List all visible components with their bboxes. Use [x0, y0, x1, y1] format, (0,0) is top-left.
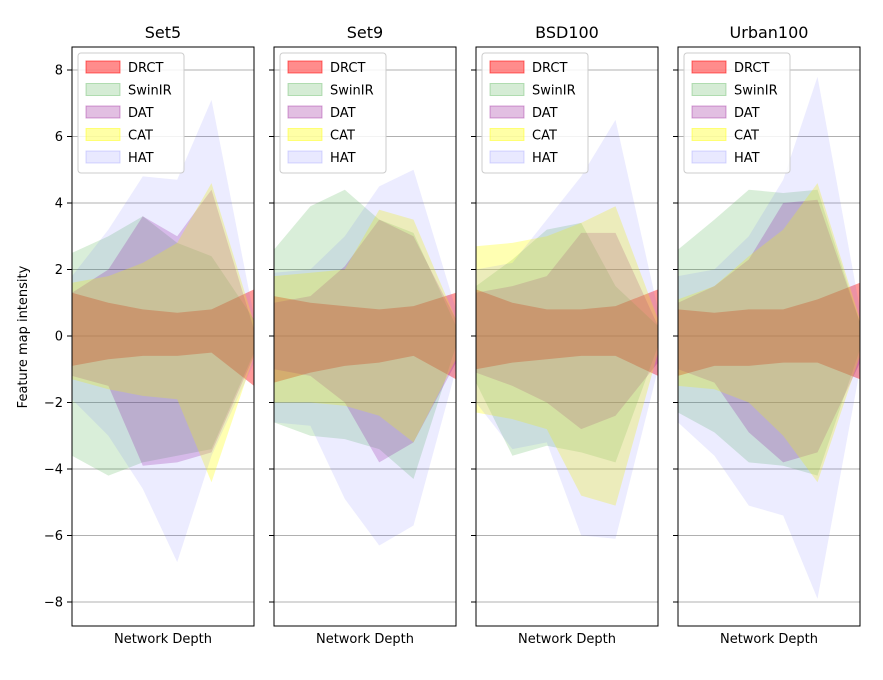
legend-swatch-drct — [287, 60, 323, 74]
legend-swatch-hat — [489, 150, 525, 164]
y-tick-label: 0 — [55, 330, 63, 345]
legend-swatch-hat — [85, 150, 121, 164]
legend-box — [481, 52, 589, 174]
legend-box — [279, 52, 387, 174]
band-drct — [476, 289, 658, 376]
band-hat — [476, 119, 658, 539]
band-cat — [274, 209, 456, 443]
band-cat — [72, 183, 254, 483]
legend-label-drct: DRCT — [128, 61, 163, 76]
legend-label-dat: DAT — [128, 106, 154, 121]
legend-label-hat: HAT — [128, 151, 154, 166]
band-hat — [72, 99, 254, 563]
legend-label-cat: CAT — [734, 129, 759, 144]
legend-swatch-swinir — [85, 83, 121, 96]
legend-label-hat: HAT — [734, 151, 760, 166]
band-dat — [72, 189, 254, 466]
legend-swatch-swinir — [287, 83, 323, 96]
band-dat — [274, 219, 456, 463]
legend-label-swinir: SwinIR — [330, 84, 374, 99]
panel-set9: Set9 Network Depth DRCT SwinIR DAT CAT HAT — [269, 23, 457, 647]
legend-label-cat: CAT — [532, 129, 557, 144]
legend-swatch-drct — [691, 60, 727, 74]
legend: DRCT SwinIR DAT CAT HAT — [279, 52, 387, 174]
legend-label-dat: DAT — [532, 106, 558, 121]
band-drct — [72, 289, 254, 386]
legend-label-swinir: SwinIR — [734, 84, 778, 99]
legend-swatch-swinir — [691, 83, 727, 96]
panel-set5: −8 −6 −4 −2 0 2 4 6 8 Set5 Network Depth DRCT SwinIR… — [44, 23, 255, 647]
y-tick-label: −6 — [44, 529, 63, 544]
legend-swatch-cat — [489, 128, 525, 141]
y-tick-label: 2 — [55, 263, 63, 278]
legend-swatch-cat — [85, 128, 121, 141]
panel-title: Urban100 — [730, 23, 809, 42]
band-swinir — [274, 189, 456, 479]
legend-label-cat: CAT — [330, 129, 355, 144]
panels: −8 −6 −4 −2 0 2 4 6 8 Set5 Network Depth DRCT SwinIR… — [44, 23, 861, 647]
band-swinir — [678, 189, 860, 476]
legend-swatch-swinir — [489, 83, 525, 96]
y-tick-label: −2 — [44, 396, 63, 411]
legend-swatch-dat — [691, 105, 727, 119]
legend-label-drct: DRCT — [532, 61, 567, 76]
y-axis-label: Feature map intensity — [16, 265, 31, 408]
panel-title: Set9 — [347, 23, 383, 42]
legend: DRCT SwinIR DAT CAT HAT — [481, 52, 589, 174]
legend-swatch-hat — [287, 150, 323, 164]
legend-label-dat: DAT — [330, 106, 356, 121]
legend-label-drct: DRCT — [734, 61, 769, 76]
legend-swatch-cat — [287, 128, 323, 141]
panel-bsd100: BSD100 Network Depth DRCT SwinIR DAT CAT HAT — [471, 23, 659, 647]
y-tick-label: −4 — [44, 463, 63, 478]
band-cat — [476, 206, 658, 506]
legend: DRCT SwinIR DAT CAT HAT — [77, 52, 185, 174]
panel-title: BSD100 — [535, 23, 599, 42]
legend-swatch-dat — [489, 105, 525, 119]
x-axis-label: Network Depth — [720, 632, 818, 647]
band-hat — [274, 169, 456, 546]
legend-label-drct: DRCT — [330, 61, 365, 76]
legend: DRCT SwinIR DAT CAT HAT — [683, 52, 791, 174]
y-tick-label: −8 — [44, 596, 63, 611]
legend-swatch-drct — [489, 60, 525, 74]
y-tick-label: 6 — [55, 130, 63, 145]
panel-title: Set5 — [145, 23, 181, 42]
legend-label-dat: DAT — [734, 106, 760, 121]
band-swinir — [476, 222, 658, 463]
legend-swatch-hat — [691, 150, 727, 164]
band-drct — [274, 292, 456, 383]
legend-label-cat: CAT — [128, 129, 153, 144]
legend-swatch-dat — [85, 105, 121, 119]
legend-swatch-cat — [691, 128, 727, 141]
legend-label-swinir: SwinIR — [532, 84, 576, 99]
band-drct — [678, 282, 860, 380]
band-dat — [476, 232, 658, 430]
band-cat — [678, 183, 860, 483]
legend-label-swinir: SwinIR — [128, 84, 172, 99]
legend-swatch-drct — [85, 60, 121, 74]
y-tick-label: 4 — [55, 197, 63, 212]
band-swinir — [72, 216, 254, 476]
legend-label-hat: HAT — [532, 151, 558, 166]
panel-urban100: Urban100 Network Depth DRCT SwinIR DAT CAT HAT — [673, 23, 861, 647]
x-axis-label: Network Depth — [114, 632, 212, 647]
y-tick-label: 8 — [55, 64, 63, 79]
x-axis-label: Network Depth — [316, 632, 414, 647]
legend-swatch-dat — [287, 105, 323, 119]
band-dat — [678, 199, 860, 463]
legend-label-hat: HAT — [330, 151, 356, 166]
legend-box — [683, 52, 791, 174]
x-axis-label: Network Depth — [518, 632, 616, 647]
legend-box — [77, 52, 185, 174]
band-hat — [678, 76, 860, 599]
